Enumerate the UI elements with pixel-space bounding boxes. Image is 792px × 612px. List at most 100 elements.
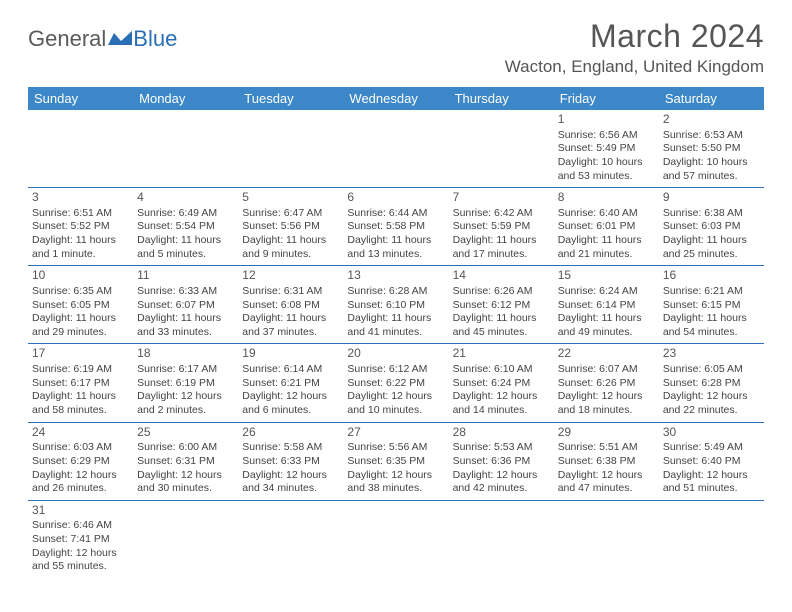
daylight-text: Daylight: 12 hours and 30 minutes.	[137, 469, 234, 496]
sunset-text: Sunset: 5:54 PM	[137, 220, 234, 234]
sunrise-text: Sunrise: 6:40 AM	[558, 207, 655, 221]
sunset-text: Sunset: 6:33 PM	[242, 455, 339, 469]
day-number: 8	[558, 190, 655, 206]
calendar-cell: 14Sunrise: 6:26 AMSunset: 6:12 PMDayligh…	[449, 266, 554, 344]
sunrise-text: Sunrise: 6:28 AM	[347, 285, 444, 299]
sunrise-text: Sunrise: 6:47 AM	[242, 207, 339, 221]
weekday-header: Friday	[554, 87, 659, 110]
sunrise-text: Sunrise: 6:38 AM	[663, 207, 760, 221]
sunset-text: Sunset: 5:49 PM	[558, 142, 655, 156]
sunset-text: Sunset: 6:22 PM	[347, 377, 444, 391]
sunrise-text: Sunrise: 6:49 AM	[137, 207, 234, 221]
sunrise-text: Sunrise: 6:12 AM	[347, 363, 444, 377]
day-number: 29	[558, 425, 655, 441]
calendar-cell: 10Sunrise: 6:35 AMSunset: 6:05 PMDayligh…	[28, 266, 133, 344]
sunrise-text: Sunrise: 6:42 AM	[453, 207, 550, 221]
calendar-cell: 8Sunrise: 6:40 AMSunset: 6:01 PMDaylight…	[554, 188, 659, 266]
calendar-cell	[554, 500, 659, 578]
daylight-text: Daylight: 12 hours and 18 minutes.	[558, 390, 655, 417]
calendar-cell: 29Sunrise: 5:51 AMSunset: 6:38 PMDayligh…	[554, 422, 659, 500]
month-title: March 2024	[505, 18, 764, 55]
day-number: 30	[663, 425, 760, 441]
calendar-cell	[133, 110, 238, 188]
sunrise-text: Sunrise: 6:10 AM	[453, 363, 550, 377]
day-number: 23	[663, 346, 760, 362]
sunset-text: Sunset: 5:59 PM	[453, 220, 550, 234]
sunset-text: Sunset: 6:08 PM	[242, 299, 339, 313]
sunset-text: Sunset: 6:15 PM	[663, 299, 760, 313]
calendar-cell: 1Sunrise: 6:56 AMSunset: 5:49 PMDaylight…	[554, 110, 659, 188]
day-number: 12	[242, 268, 339, 284]
day-number: 22	[558, 346, 655, 362]
day-number: 3	[32, 190, 129, 206]
sunset-text: Sunset: 6:21 PM	[242, 377, 339, 391]
calendar-cell: 9Sunrise: 6:38 AMSunset: 6:03 PMDaylight…	[659, 188, 764, 266]
sunrise-text: Sunrise: 6:24 AM	[558, 285, 655, 299]
sunset-text: Sunset: 6:26 PM	[558, 377, 655, 391]
calendar-cell: 20Sunrise: 6:12 AMSunset: 6:22 PMDayligh…	[343, 344, 448, 422]
sunset-text: Sunset: 5:52 PM	[32, 220, 129, 234]
logo-text-b: Blue	[133, 26, 177, 52]
day-number: 7	[453, 190, 550, 206]
sunset-text: Sunset: 5:56 PM	[242, 220, 339, 234]
sunrise-text: Sunrise: 6:21 AM	[663, 285, 760, 299]
calendar-cell	[28, 110, 133, 188]
sunset-text: Sunset: 6:29 PM	[32, 455, 129, 469]
day-number: 10	[32, 268, 129, 284]
calendar-cell	[238, 500, 343, 578]
daylight-text: Daylight: 11 hours and 58 minutes.	[32, 390, 129, 417]
daylight-text: Daylight: 12 hours and 51 minutes.	[663, 469, 760, 496]
daylight-text: Daylight: 11 hours and 49 minutes.	[558, 312, 655, 339]
daylight-text: Daylight: 12 hours and 22 minutes.	[663, 390, 760, 417]
daylight-text: Daylight: 12 hours and 34 minutes.	[242, 469, 339, 496]
calendar-cell: 28Sunrise: 5:53 AMSunset: 6:36 PMDayligh…	[449, 422, 554, 500]
daylight-text: Daylight: 11 hours and 5 minutes.	[137, 234, 234, 261]
calendar-cell: 21Sunrise: 6:10 AMSunset: 6:24 PMDayligh…	[449, 344, 554, 422]
calendar-cell	[343, 110, 448, 188]
sunset-text: Sunset: 6:38 PM	[558, 455, 655, 469]
sunrise-text: Sunrise: 6:44 AM	[347, 207, 444, 221]
header: General Blue March 2024 Wacton, England,…	[28, 18, 764, 77]
sunset-text: Sunset: 6:19 PM	[137, 377, 234, 391]
sunrise-text: Sunrise: 6:00 AM	[137, 441, 234, 455]
daylight-text: Daylight: 11 hours and 37 minutes.	[242, 312, 339, 339]
daylight-text: Daylight: 12 hours and 55 minutes.	[32, 547, 129, 574]
sunset-text: Sunset: 6:36 PM	[453, 455, 550, 469]
daylight-text: Daylight: 11 hours and 9 minutes.	[242, 234, 339, 261]
daylight-text: Daylight: 12 hours and 10 minutes.	[347, 390, 444, 417]
sunrise-text: Sunrise: 6:05 AM	[663, 363, 760, 377]
day-number: 11	[137, 268, 234, 284]
calendar-cell: 24Sunrise: 6:03 AMSunset: 6:29 PMDayligh…	[28, 422, 133, 500]
sunrise-text: Sunrise: 6:26 AM	[453, 285, 550, 299]
daylight-text: Daylight: 11 hours and 21 minutes.	[558, 234, 655, 261]
sunset-text: Sunset: 6:35 PM	[347, 455, 444, 469]
day-number: 9	[663, 190, 760, 206]
sunrise-text: Sunrise: 5:58 AM	[242, 441, 339, 455]
sunset-text: Sunset: 6:05 PM	[32, 299, 129, 313]
calendar-table: SundayMondayTuesdayWednesdayThursdayFrid…	[28, 87, 764, 578]
calendar-cell: 16Sunrise: 6:21 AMSunset: 6:15 PMDayligh…	[659, 266, 764, 344]
day-number: 6	[347, 190, 444, 206]
day-number: 17	[32, 346, 129, 362]
calendar-cell: 25Sunrise: 6:00 AMSunset: 6:31 PMDayligh…	[133, 422, 238, 500]
day-number: 27	[347, 425, 444, 441]
logo: General Blue	[28, 26, 177, 52]
sunset-text: Sunset: 6:14 PM	[558, 299, 655, 313]
calendar-cell: 6Sunrise: 6:44 AMSunset: 5:58 PMDaylight…	[343, 188, 448, 266]
weekday-header: Sunday	[28, 87, 133, 110]
sunset-text: Sunset: 7:41 PM	[32, 533, 129, 547]
sunrise-text: Sunrise: 6:03 AM	[32, 441, 129, 455]
sunrise-text: Sunrise: 6:51 AM	[32, 207, 129, 221]
sunset-text: Sunset: 6:40 PM	[663, 455, 760, 469]
day-number: 25	[137, 425, 234, 441]
calendar-cell: 23Sunrise: 6:05 AMSunset: 6:28 PMDayligh…	[659, 344, 764, 422]
day-number: 16	[663, 268, 760, 284]
calendar-cell: 12Sunrise: 6:31 AMSunset: 6:08 PMDayligh…	[238, 266, 343, 344]
calendar-cell: 3Sunrise: 6:51 AMSunset: 5:52 PMDaylight…	[28, 188, 133, 266]
calendar-body: 1Sunrise: 6:56 AMSunset: 5:49 PMDaylight…	[28, 110, 764, 578]
logo-text-a: General	[28, 26, 106, 52]
sunset-text: Sunset: 6:24 PM	[453, 377, 550, 391]
daylight-text: Daylight: 11 hours and 33 minutes.	[137, 312, 234, 339]
sunset-text: Sunset: 6:17 PM	[32, 377, 129, 391]
sunrise-text: Sunrise: 6:56 AM	[558, 129, 655, 143]
